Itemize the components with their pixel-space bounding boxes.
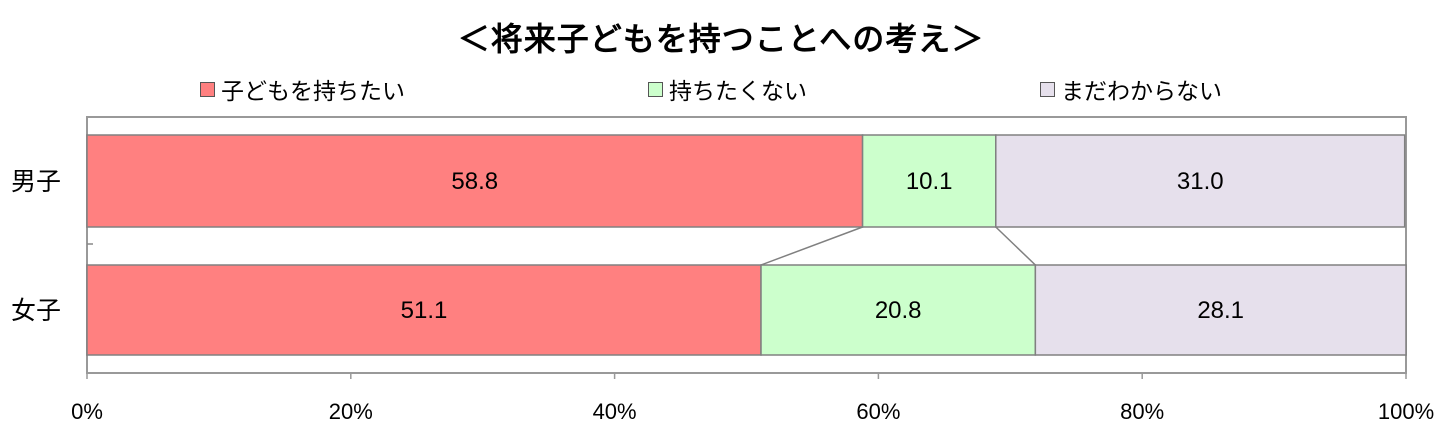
bar-label-0-1: 10.1 (906, 168, 953, 195)
bar-label-0-2: 31.0 (1177, 168, 1224, 195)
legend-label-dont-want: 持ちたくない (669, 79, 807, 105)
bar-label-1-1: 20.8 (875, 297, 922, 324)
bar-label-1-2: 28.1 (1197, 297, 1244, 324)
legend-swatch-undecided (1040, 81, 1055, 97)
bar-0-1 (861, 134, 997, 228)
bar-0-0 (86, 134, 864, 228)
x-tick-label-2: 40% (593, 399, 637, 424)
legend: 子どもを持ちたい 持ちたくない まだわからない (0, 72, 1442, 108)
series-line-1 (760, 226, 863, 266)
bar-label-0-0: 58.8 (451, 168, 498, 195)
legend-label-want: 子どもを持ちたい (221, 79, 405, 105)
legend-item-want: 子どもを持ちたい (200, 72, 405, 106)
x-tick-label-1: 20% (329, 399, 373, 424)
legend-item-dont-want: 持ちたくない (648, 72, 807, 106)
x-tick-label-3: 60% (856, 399, 900, 424)
legend-item-undecided: まだわからない (1040, 72, 1222, 106)
bar-0-2 (995, 134, 1406, 228)
series-line-2 (995, 226, 1036, 266)
category-label-1: 女子 (11, 296, 61, 325)
legend-label-undecided: まだわからない (1061, 79, 1222, 105)
x-tick-label-4: 80% (1120, 399, 1164, 424)
x-tick-label-5: 100% (1378, 399, 1434, 424)
chart-title: ＜将来子どもを持つことへの考え＞ (457, 20, 985, 58)
category-label-0: 男子 (11, 167, 61, 196)
bar-label-1-0: 51.1 (401, 297, 448, 324)
bar-1-0 (86, 264, 762, 356)
bar-1-2 (1034, 264, 1407, 356)
x-tick-label-0: 0% (71, 399, 103, 424)
bar-1-1 (760, 264, 1037, 356)
legend-swatch-want (200, 81, 215, 97)
legend-swatch-dont-want (648, 81, 663, 97)
